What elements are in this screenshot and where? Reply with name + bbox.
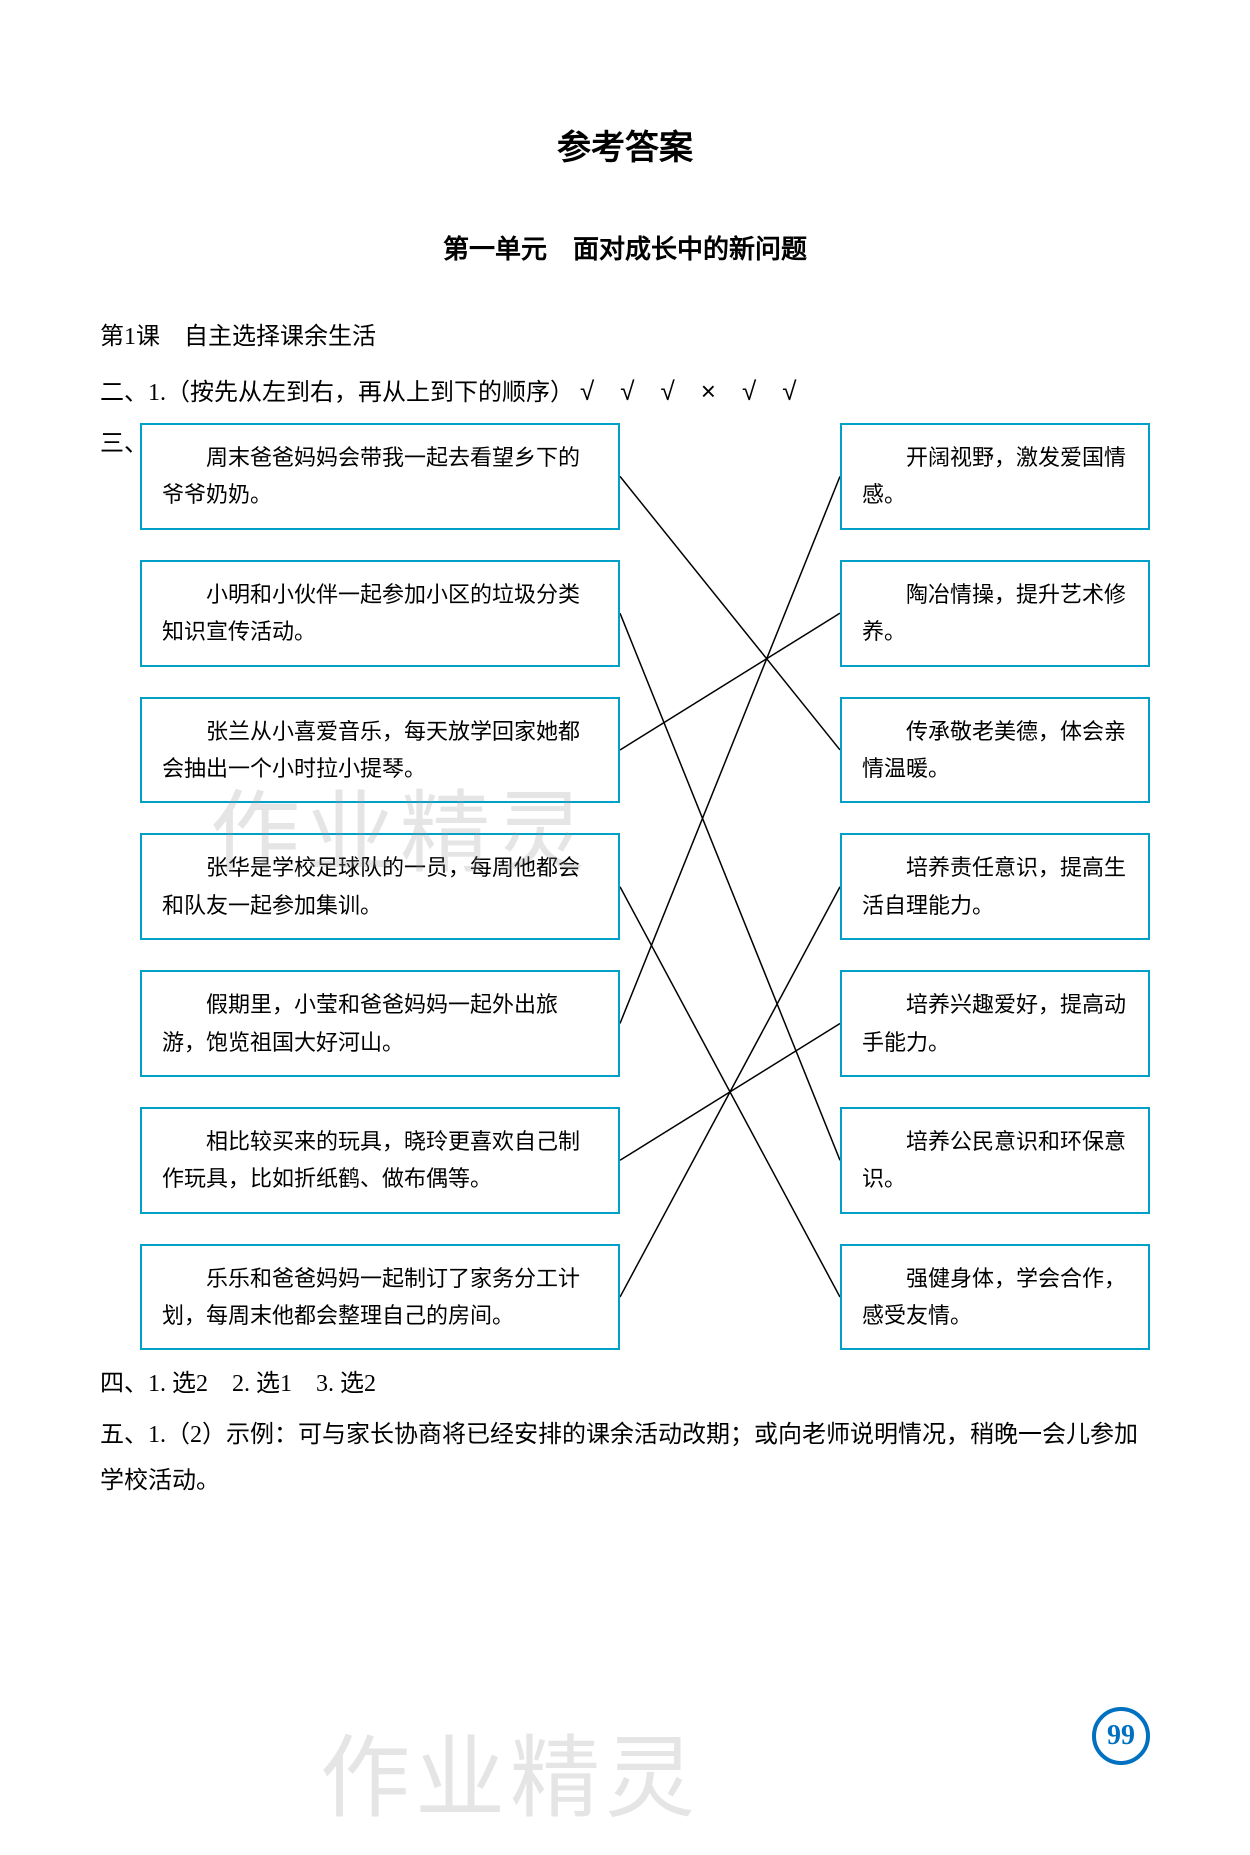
left-box: 相比较买来的玩具，晓玲更喜欢自己制作玩具，比如折纸鹤、做布偶等。 — [140, 1107, 620, 1214]
right-column: 开阔视野，激发爱国情感。陶冶情操，提升艺术修养。传承敬老美德，体会亲情温暖。培养… — [840, 423, 1150, 1380]
left-box: 张华是学校足球队的一员，每周他都会和队友一起参加集训。 — [140, 833, 620, 940]
left-box: 乐乐和爸爸妈妈一起制订了家务分工计划，每周末他都会整理自己的房间。 — [140, 1244, 620, 1351]
left-box: 假期里，小莹和爸爸妈妈一起外出旅游，饱览祖国大好河山。 — [140, 970, 620, 1077]
left-box: 周末爸爸妈妈会带我一起去看望乡下的爷爷奶奶。 — [140, 423, 620, 530]
check-marks: √ √ √ × √ √ — [580, 376, 797, 406]
right-box: 强健身体，学会合作，感受友情。 — [840, 1244, 1150, 1351]
section-five: 五、1.（2）示例：可与家长协商将已经安排的课余活动改期；或向老师说明情况，稍晚… — [100, 1413, 1150, 1504]
right-box: 开阔视野，激发爱国情感。 — [840, 423, 1150, 530]
left-column: 周末爸爸妈妈会带我一起去看望乡下的爷爷奶奶。小明和小伙伴一起参加小区的垃圾分类知… — [140, 423, 620, 1380]
left-box: 小明和小伙伴一起参加小区的垃圾分类知识宣传活动。 — [140, 560, 620, 667]
section-two-prefix: 二、1.（按先从左到右，再从上到下的顺序） — [100, 380, 574, 406]
right-box: 培养兴趣爱好，提高动手能力。 — [840, 970, 1150, 1077]
page-title: 参考答案 — [100, 120, 1150, 169]
section-two: 二、1.（按先从左到右，再从上到下的顺序） √ √ √ × √ √ — [100, 371, 1150, 408]
right-box: 传承敬老美德，体会亲情温暖。 — [840, 697, 1150, 804]
watermark: 作业精灵 — [320, 1705, 700, 1835]
right-box: 陶冶情操，提升艺术修养。 — [840, 560, 1150, 667]
right-box: 培养责任意识，提高生活自理能力。 — [840, 833, 1150, 940]
unit-title: 第一单元 面对成长中的新问题 — [100, 229, 1150, 266]
page-number: 99 — [1107, 1720, 1135, 1752]
page-number-badge: 99 — [1092, 1707, 1150, 1765]
lesson-title: 第1课 自主选择课余生活 — [100, 316, 1150, 351]
right-box: 培养公民意识和环保意识。 — [840, 1107, 1150, 1214]
left-box: 张兰从小喜爱音乐，每天放学回家她都会抽出一个小时拉小提琴。 — [140, 697, 620, 804]
matching-diagram: 周末爸爸妈妈会带我一起去看望乡下的爷爷奶奶。小明和小伙伴一起参加小区的垃圾分类知… — [140, 423, 1190, 1343]
